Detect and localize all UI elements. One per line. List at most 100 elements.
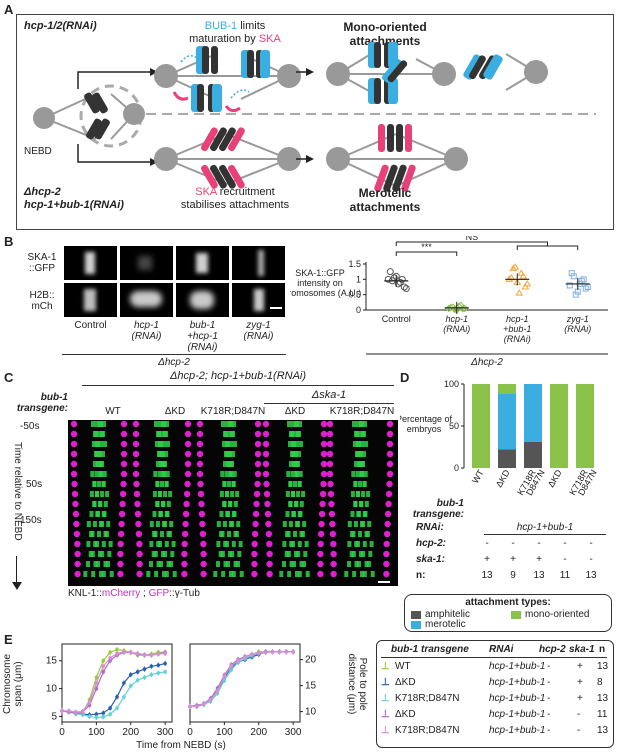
micrograph-h2b-control xyxy=(64,283,117,317)
bottom-condition: Δhcp-2 hcp-1+bub-1(RNAi) xyxy=(24,186,124,211)
chromosome-signal xyxy=(360,571,364,577)
data-point xyxy=(572,291,579,298)
chromosome-signal xyxy=(149,521,154,527)
chromosome-signal xyxy=(282,521,287,527)
chromosome-signal xyxy=(155,441,159,447)
pole-marker xyxy=(320,480,327,488)
chromosome-signal xyxy=(95,421,99,427)
row-marker: ⊥ xyxy=(381,709,390,720)
chromosome-signal xyxy=(92,521,97,527)
n-label: n: xyxy=(416,570,426,581)
chromosome-signal xyxy=(86,521,91,527)
th-n: n xyxy=(599,644,606,655)
chromosome-signal xyxy=(354,431,358,437)
data-point xyxy=(135,670,140,674)
y-tick-label: 0.5 xyxy=(348,290,361,300)
chromosome-signal xyxy=(352,421,356,427)
chromosome-signal xyxy=(152,491,157,497)
data-point xyxy=(447,303,455,312)
chromosome-signal xyxy=(297,451,301,457)
micrograph-ska1-control xyxy=(64,246,117,280)
data-point xyxy=(284,650,289,654)
pole-marker xyxy=(326,450,334,458)
data-point xyxy=(277,650,282,654)
chromosome-signal xyxy=(100,491,105,497)
chromosome-signal xyxy=(99,461,103,467)
chromosome-signal xyxy=(93,431,97,437)
pole-marker xyxy=(383,540,390,548)
chromosome-signal xyxy=(362,541,367,547)
chromosome-signal xyxy=(107,551,112,557)
table-row: ⊥ WT hcp-1+bub-1- +13 xyxy=(381,661,611,675)
chromosome-signal xyxy=(100,431,104,437)
chromosome-signal xyxy=(161,551,165,557)
chromosome-signal xyxy=(297,571,302,577)
pole-marker xyxy=(386,440,394,448)
chromosome-signal xyxy=(153,471,158,477)
pole-marker xyxy=(196,420,204,428)
pole-marker xyxy=(254,460,262,468)
chromosome-signal xyxy=(296,431,300,437)
chromosome-signal xyxy=(102,511,107,517)
data-point xyxy=(128,650,133,655)
pole-marker xyxy=(132,460,140,468)
pole-marker xyxy=(184,440,192,448)
micrograph-h2b-hcp1 xyxy=(120,283,173,317)
plot-frame xyxy=(189,643,301,723)
chromosome-signal xyxy=(295,571,299,577)
chromosome-signal xyxy=(237,551,242,557)
chromosome-signal xyxy=(356,441,360,447)
pole-marker xyxy=(326,470,334,478)
data-point xyxy=(509,264,518,272)
chromosome-signal xyxy=(356,541,360,547)
n-v1: 9 xyxy=(510,570,516,581)
chromosome-signal xyxy=(350,511,355,517)
pole-marker xyxy=(265,520,272,528)
col-hcp1: hcp-1 (RNAi) xyxy=(131,320,162,342)
chromosome-signal xyxy=(93,461,97,467)
pole-marker xyxy=(117,530,125,538)
data-point xyxy=(142,675,147,680)
chromosome-signal xyxy=(370,571,375,577)
sig-bracket xyxy=(395,251,458,256)
chromosome-signal xyxy=(293,481,297,487)
chromosome-signal xyxy=(99,441,103,447)
chromosome-signal xyxy=(358,481,362,487)
chromosome-signal xyxy=(349,551,354,557)
chromosome-signal xyxy=(294,471,299,477)
th-rnai: RNAi xyxy=(489,644,514,655)
pole-marker xyxy=(253,490,261,498)
pole-marker xyxy=(198,510,206,518)
panel-e-label: E xyxy=(4,632,13,647)
row-rnai: hcp-1+bub-1 xyxy=(489,693,546,704)
y-tick-label: 0 xyxy=(454,463,459,473)
row-marker: ⊥ xyxy=(381,661,390,672)
pole-marker xyxy=(266,560,273,568)
data-point xyxy=(108,656,112,660)
bub1-limits-text: BUB-1 limits maturation by SKA xyxy=(189,20,281,45)
chromosome-signal xyxy=(102,421,106,427)
chromosome-signal xyxy=(102,471,107,477)
pole-marker xyxy=(120,470,128,478)
pole-marker xyxy=(262,420,270,428)
chromosome-signal xyxy=(287,571,292,577)
chromosome-signal xyxy=(359,471,364,477)
series-line xyxy=(190,651,294,708)
row-marker: ⊥ xyxy=(381,725,390,736)
row-transgene: K718R;D847N xyxy=(395,725,460,736)
panel-c-header: Δhcp-2; hcp-1+bub-1(RNAi) xyxy=(169,370,307,382)
chromosome-signal xyxy=(90,551,95,557)
x-axis-label: Time from NEBD (s) xyxy=(136,740,226,751)
row-ska1: + xyxy=(577,661,583,672)
chromosome-signal xyxy=(284,551,289,557)
table-row: ⊥ ΔKD hcp-1+bub-1- +8 xyxy=(381,677,611,691)
pole-marker xyxy=(254,470,262,478)
chromosome-signal xyxy=(153,551,158,557)
pole-marker xyxy=(132,420,140,428)
chromosome-signal xyxy=(295,441,299,447)
chromosome-signal xyxy=(286,531,291,537)
n-v2: 13 xyxy=(533,570,545,581)
panel-c-label: C xyxy=(4,370,14,385)
chromosome-signal xyxy=(101,481,106,487)
